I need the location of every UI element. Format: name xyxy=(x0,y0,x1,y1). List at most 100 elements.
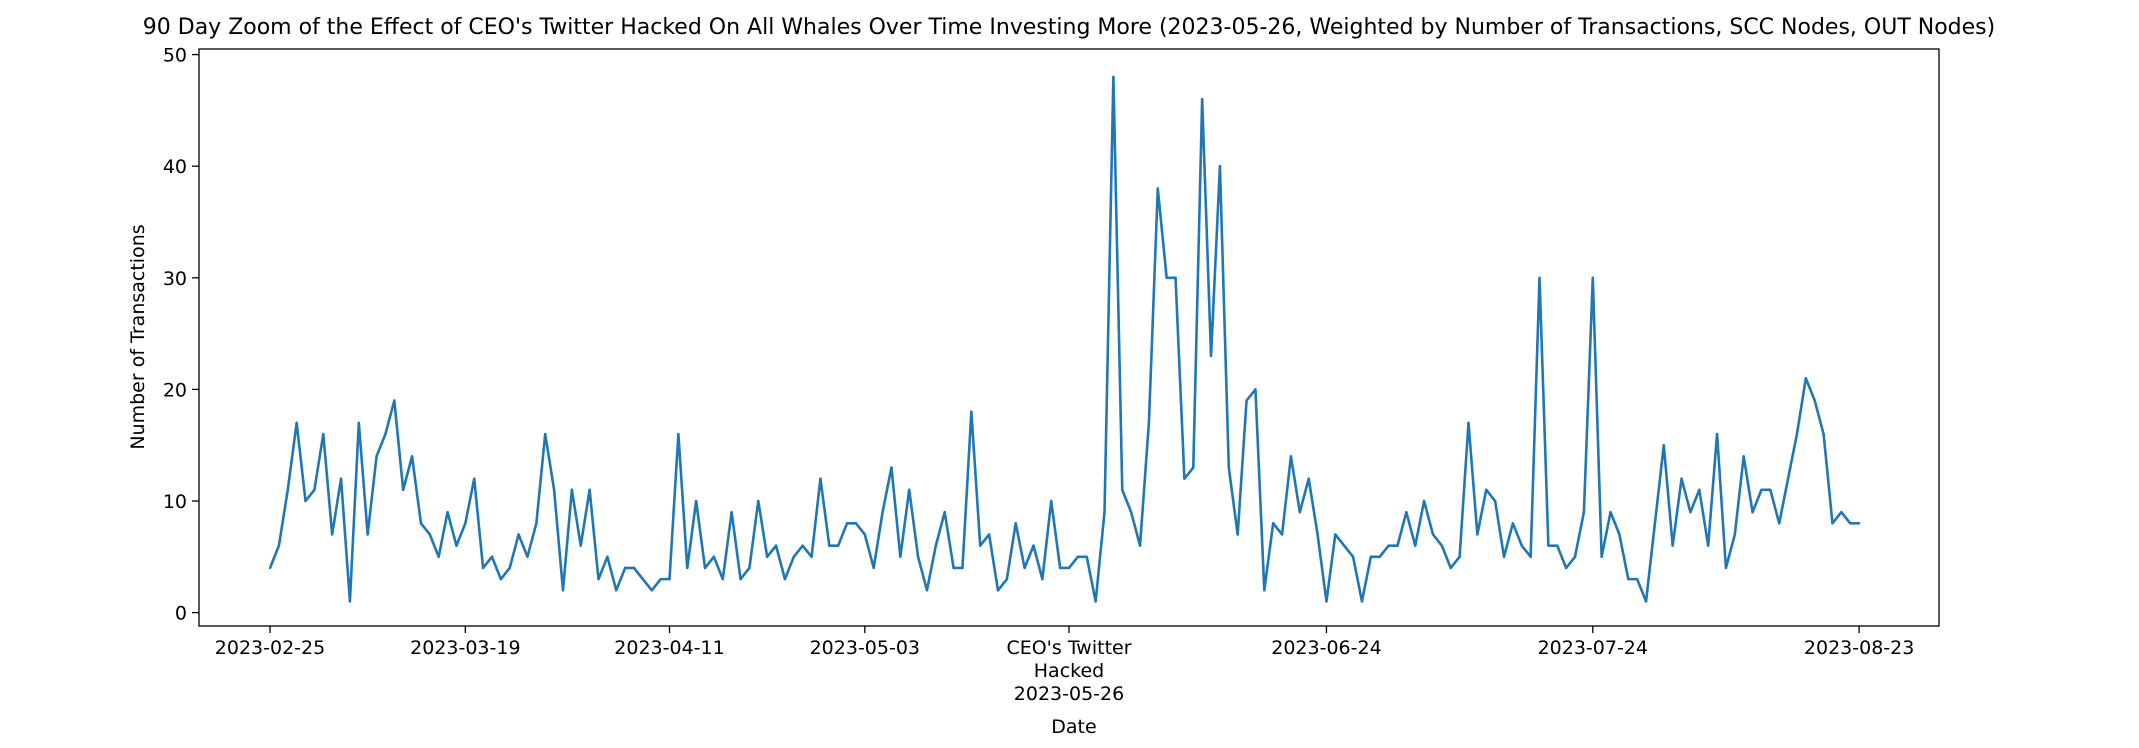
data-point xyxy=(1547,544,1550,547)
data-point xyxy=(1449,566,1452,570)
data-point xyxy=(623,566,627,570)
x-tick-label: CEO's Twitter Hacked 2023-05-26 xyxy=(1006,637,1131,705)
data-point xyxy=(1192,466,1195,469)
data-point xyxy=(1840,510,1843,514)
data-point xyxy=(677,432,680,436)
data-point xyxy=(757,499,760,503)
data-point xyxy=(1573,555,1577,558)
data-point xyxy=(1680,477,1683,480)
data-point xyxy=(1618,533,1621,536)
data-point xyxy=(703,566,707,570)
data-point xyxy=(1857,522,1861,525)
data-point xyxy=(872,566,875,570)
data-point xyxy=(1635,577,1639,581)
data-point xyxy=(1263,589,1266,592)
data-point xyxy=(774,544,778,547)
data-point xyxy=(979,544,982,547)
data-point xyxy=(1431,533,1435,536)
data-point xyxy=(863,533,867,536)
data-point xyxy=(694,499,698,503)
y-tick-label: 30 xyxy=(163,268,187,290)
data-point xyxy=(1360,600,1364,603)
data-point xyxy=(819,477,822,480)
data-point xyxy=(1467,421,1470,425)
data-point xyxy=(1529,555,1532,558)
data-point xyxy=(1076,555,1080,558)
data-point xyxy=(1343,544,1346,547)
data-point xyxy=(943,510,946,514)
data-point xyxy=(499,577,503,581)
data-point xyxy=(1227,466,1231,469)
y-tick-label: 50 xyxy=(163,45,187,67)
series-line xyxy=(268,75,1860,603)
data-point xyxy=(1316,533,1319,536)
data-point xyxy=(1493,499,1497,503)
data-point xyxy=(1742,455,1745,458)
data-point xyxy=(570,488,574,492)
data-point xyxy=(845,522,849,525)
data-point xyxy=(286,488,289,492)
data-point xyxy=(304,499,307,503)
data-point xyxy=(1041,577,1044,581)
data-point xyxy=(650,589,653,592)
data-point xyxy=(1200,98,1204,101)
data-point xyxy=(801,544,804,547)
y-tick-label: 40 xyxy=(163,156,187,178)
data-point xyxy=(268,566,272,570)
data-point xyxy=(1422,499,1426,503)
data-point xyxy=(552,488,556,492)
data-point xyxy=(1822,432,1825,436)
data-point xyxy=(1786,477,1790,480)
data-point xyxy=(836,544,840,547)
data-point xyxy=(455,544,458,547)
data-point xyxy=(925,589,929,592)
data-point xyxy=(712,555,716,558)
data-point xyxy=(730,510,733,514)
data-point xyxy=(1671,544,1674,547)
x-tick-label: 2023-08-23 xyxy=(1804,637,1914,659)
data-point xyxy=(987,533,991,536)
data-point xyxy=(659,577,662,581)
data-point xyxy=(1715,432,1719,436)
data-point xyxy=(1289,455,1293,458)
data-point xyxy=(668,577,671,581)
data-point xyxy=(1112,75,1115,79)
data-point xyxy=(1733,533,1737,536)
x-tick-label: 2023-04-11 xyxy=(614,637,724,659)
data-point xyxy=(739,577,742,581)
x-tick-label: 2023-06-24 xyxy=(1271,637,1381,659)
data-point xyxy=(828,544,831,547)
data-point xyxy=(357,421,360,425)
data-point xyxy=(1706,544,1710,547)
data-point xyxy=(1023,566,1026,570)
data-point xyxy=(1849,522,1852,525)
data-point xyxy=(410,455,414,458)
data-point xyxy=(996,589,1000,592)
x-axis-label: Date xyxy=(1051,716,1096,738)
data-point xyxy=(1254,388,1257,391)
data-point xyxy=(1644,600,1648,603)
data-point xyxy=(588,488,591,492)
data-point xyxy=(1280,533,1284,536)
data-point xyxy=(1564,566,1568,570)
data-point xyxy=(1795,432,1799,436)
data-point xyxy=(579,544,582,547)
x-tick-label: 2023-02-25 xyxy=(215,637,325,659)
data-point xyxy=(1032,544,1035,547)
data-point xyxy=(854,522,858,525)
data-point xyxy=(446,510,449,514)
data-point xyxy=(1014,522,1017,525)
data-point xyxy=(1662,444,1666,447)
data-point xyxy=(1689,510,1692,514)
data-point xyxy=(1582,510,1586,514)
data-point xyxy=(1245,399,1248,402)
data-point xyxy=(1307,477,1310,480)
x-axis: 2023-02-25 2023-03-19 2023-04-11 2023-05-03… xyxy=(215,626,1914,705)
data-point xyxy=(1325,600,1328,603)
data-point xyxy=(1405,510,1408,514)
data-point xyxy=(1147,421,1151,425)
y-tick-label: 20 xyxy=(163,379,187,401)
data-point xyxy=(748,566,751,570)
data-point xyxy=(1511,522,1515,525)
